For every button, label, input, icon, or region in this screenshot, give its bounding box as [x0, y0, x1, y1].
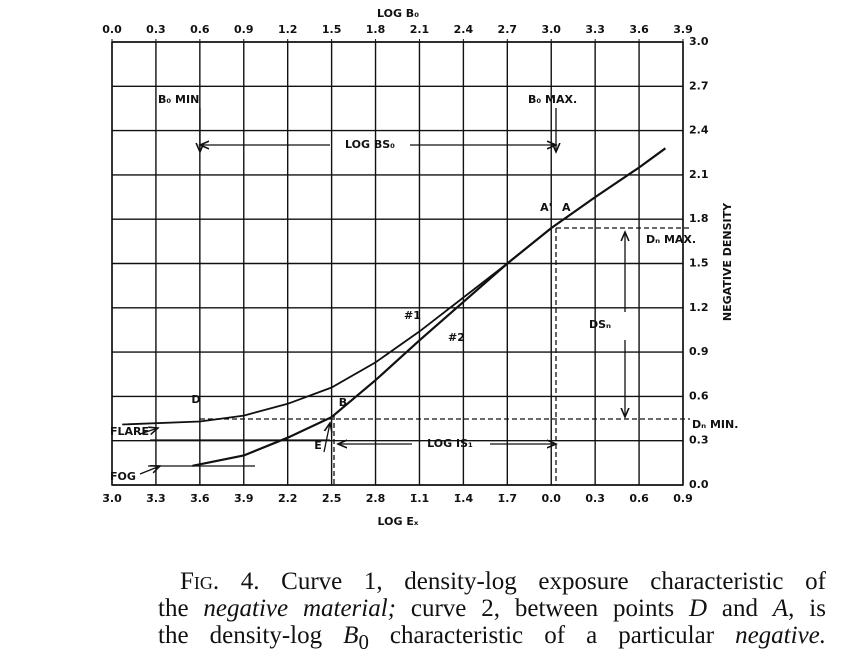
y-tick-label: 1.5 [689, 257, 709, 270]
curve [192, 147, 667, 467]
series-label: #1 [404, 309, 421, 322]
x-tick-label: 2̄.5 [322, 492, 342, 505]
x2-tick-label: 0.6 [190, 23, 210, 36]
y-axis-label: NEGATIVE DENSITY [721, 202, 734, 321]
y-tick-label: 1.2 [689, 301, 709, 314]
x-tick-label: 1̄.1 [410, 492, 430, 505]
caption-text: 0 [358, 630, 369, 654]
x2-axis-label: LOG B₀ [377, 7, 419, 20]
x2-tick-label: 3.9 [673, 23, 693, 36]
caption-line: the negative material; curve 2, between … [158, 595, 826, 622]
series-label: #2 [448, 331, 465, 344]
chart: LOG B₀ LOG Eₓ NEGATIVE DENSITY 0.0 0.3 0.6… [102, 7, 738, 528]
y-tick-label: 2.4 [689, 124, 709, 137]
x-axis-label: LOG Eₓ [378, 515, 419, 528]
x2-tick-label: 3.6 [629, 23, 649, 36]
x2-tick-label: 3.0 [541, 23, 561, 36]
x-tick-label: 0.6 [629, 492, 649, 505]
annotation: Dₙ MAX. [646, 233, 696, 246]
arrow [323, 423, 330, 453]
x2-tick-label: 0.0 [102, 23, 122, 36]
x-tick-label: 3̄.3 [146, 492, 166, 505]
caption-text: negative material; [203, 595, 396, 622]
arrow [139, 428, 158, 434]
curves [122, 147, 667, 467]
x-tick-label: 0.3 [585, 492, 605, 505]
x-tick-label: 2̄.8 [366, 492, 386, 505]
x2-tick-label: 2.4 [454, 23, 474, 36]
annotation: DSₙ [589, 318, 611, 331]
annotation: FOG [110, 470, 136, 483]
caption: Fig. 4. Curve 1, density-log exposure ch… [158, 568, 826, 656]
annotation: A [562, 201, 571, 214]
caption-text: Fig. 4. [180, 568, 260, 595]
y-tick-label: 0.6 [689, 389, 709, 402]
x2-tick-label: 0.9 [234, 23, 254, 36]
y-tick-label: 3.0 [689, 35, 709, 48]
caption-text: the density-log [158, 622, 344, 649]
x2-tick-label: 1.5 [322, 23, 342, 36]
caption-text: B [343, 622, 359, 649]
caption-text: curve 2, between points [396, 595, 689, 622]
annotation: B [339, 396, 347, 409]
annotation: A' [540, 201, 552, 214]
grid [111, 41, 684, 486]
y-tick-label: 0.3 [689, 434, 709, 447]
caption-line: the density-log B0 characteristic of a p… [158, 622, 826, 656]
x2-tick-label: 1.2 [278, 23, 298, 36]
annotation: B₀ MIN [158, 93, 199, 106]
caption-text: negative. [735, 622, 827, 649]
y-tick-label: 2.1 [689, 168, 709, 181]
plot-frame [111, 41, 684, 486]
caption-text: characteristic of a particular [368, 622, 736, 649]
annotation-lines [139, 108, 690, 485]
x2-tick-label: 2.1 [410, 23, 430, 36]
caption-text: Curve 1, density-log exposure characteri… [259, 568, 826, 595]
x-tick-label: 3̄.9 [234, 492, 254, 505]
y-tick-label: 2.7 [689, 79, 709, 92]
x-tick-label: 0.9 [673, 492, 693, 505]
arrow [139, 466, 160, 475]
annotation: FLARE [110, 425, 149, 438]
x-tick-label: 1̄.7 [498, 492, 518, 505]
curve [122, 227, 552, 426]
x2-tick-label: 3.3 [585, 23, 605, 36]
annotation: E [314, 439, 322, 452]
y-tick-label: 0.9 [689, 345, 709, 358]
y-tick-label: 0.0 [689, 478, 709, 491]
x-tick-label: 1̄.4 [454, 492, 474, 505]
caption-text: A [772, 595, 789, 622]
caption-line: Fig. 4. Curve 1, density-log exposure ch… [158, 568, 826, 595]
x2-tick-label: 2.7 [498, 23, 518, 36]
caption-text: , is [788, 595, 826, 622]
x-tick-label: 3̄.0 [102, 492, 122, 505]
x2-tick-label: 0.3 [146, 23, 166, 36]
annotation: B₀ MAX. [528, 93, 577, 106]
annotation: Dₙ MIN. [692, 418, 738, 431]
caption-text: the [158, 595, 204, 622]
y-tick-label: 1.8 [689, 212, 709, 225]
annotation: LOG IS₁ [427, 437, 473, 450]
x-tick-label: 3̄.6 [190, 492, 210, 505]
caption-text: and [707, 595, 773, 622]
annotation: D [191, 393, 200, 406]
annotation: LOG BS₀ [345, 138, 395, 151]
x-tick-label: 2̄.2 [278, 492, 298, 505]
x2-tick-label: 1.8 [366, 23, 386, 36]
x-tick-label: 0.0 [541, 492, 561, 505]
caption-text: D [689, 595, 708, 622]
